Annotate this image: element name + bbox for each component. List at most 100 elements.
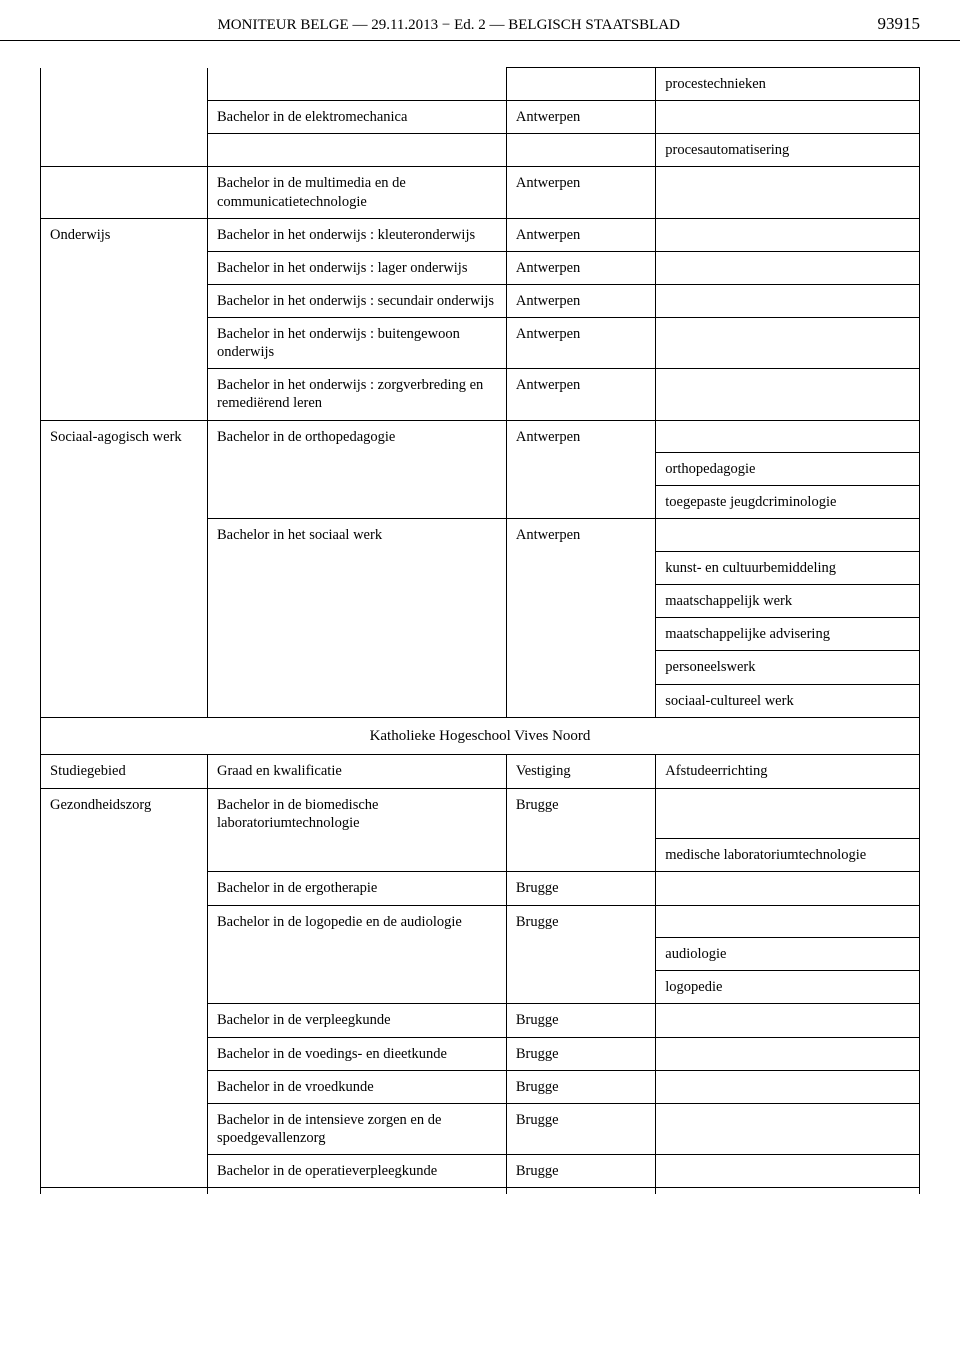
table-cell — [208, 552, 507, 585]
table-cell: maatschappelijke advisering — [656, 618, 920, 651]
table-cell: Brugge — [506, 788, 655, 839]
table2-body: GezondheidszorgBachelor in de biomedisch… — [41, 788, 920, 1188]
table-cell — [41, 552, 208, 585]
table-cell — [208, 453, 507, 486]
table-row: medische laboratoriumtechnologie — [41, 839, 920, 872]
table-cell — [208, 839, 507, 872]
table-cell — [208, 938, 507, 971]
table-cell: Brugge — [506, 1155, 655, 1188]
table-cell — [506, 618, 655, 651]
table-row: Sociaal-agogisch werkBachelor in de orth… — [41, 420, 920, 453]
content-area: procestechniekenBachelor in de elektrome… — [0, 41, 960, 1214]
table-cell — [656, 1103, 920, 1154]
table-cell — [41, 938, 208, 971]
table-row: Bachelor in de ergotherapieBrugge — [41, 872, 920, 905]
table-cell — [41, 369, 208, 420]
section-title-body: Katholieke Hogeschool Vives Noord — [41, 717, 920, 755]
table-cell — [506, 839, 655, 872]
table-cell: Brugge — [506, 1070, 655, 1103]
table-cell — [41, 585, 208, 618]
table-row: Bachelor in het onderwijs : lager onderw… — [41, 251, 920, 284]
table-row: Bachelor in de voedings- en dieetkundeBr… — [41, 1037, 920, 1070]
table-cell — [41, 134, 208, 167]
table-cell — [656, 1037, 920, 1070]
table-row: kunst- en cultuurbemiddeling — [41, 552, 920, 585]
table1-body: procestechniekenBachelor in de elektrome… — [41, 68, 920, 718]
table-cell — [656, 519, 920, 552]
table-row: logopedie — [41, 971, 920, 1004]
table-cell: medische laboratoriumtechnologie — [656, 839, 920, 872]
col-header-vestiging: Vestiging — [506, 755, 655, 788]
table-row: Bachelor in het sociaal werkAntwerpen — [41, 519, 920, 552]
table-cell — [656, 167, 920, 218]
table-cell: Bachelor in de multimedia en de communic… — [208, 167, 507, 218]
table-cell — [208, 585, 507, 618]
table-cell: toegepaste jeugdcriminologie — [656, 486, 920, 519]
table-cell: Brugge — [506, 1037, 655, 1070]
table-cell — [656, 1070, 920, 1103]
table-cell — [208, 68, 507, 101]
table-cell: Bachelor in het onderwijs : zorgverbredi… — [208, 369, 507, 420]
table-row: procesautomatisering — [41, 134, 920, 167]
table-cell — [506, 971, 655, 1004]
table-cell: Bachelor in de voedings- en dieetkunde — [208, 1037, 507, 1070]
table-row: orthopedagogie — [41, 453, 920, 486]
table-cell — [41, 872, 208, 905]
table-cell: maatschappelijk werk — [656, 585, 920, 618]
table-row: Bachelor in het onderwijs : buitengewoon… — [41, 318, 920, 369]
table-cell: Bachelor in de intensieve zorgen en de s… — [208, 1103, 507, 1154]
table-cell: orthopedagogie — [656, 453, 920, 486]
table-cell: Antwerpen — [506, 420, 655, 453]
table-stub-body — [41, 1188, 920, 1194]
table-cell: Brugge — [506, 905, 655, 938]
table-row: Bachelor in het onderwijs : secundair on… — [41, 284, 920, 317]
table-cell — [41, 453, 208, 486]
table-cell: Bachelor in het onderwijs : lager onderw… — [208, 251, 507, 284]
table-cell: Antwerpen — [506, 369, 655, 420]
table-cell: Sociaal-agogisch werk — [41, 420, 208, 453]
table-cell — [41, 318, 208, 369]
table-cell — [656, 251, 920, 284]
table-cell: Bachelor in het onderwijs : buitengewoon… — [208, 318, 507, 369]
table-cell — [41, 1037, 208, 1070]
table-cell — [41, 1155, 208, 1188]
table-cell — [506, 684, 655, 717]
table-cell — [656, 1004, 920, 1037]
stub-cell — [208, 1188, 507, 1194]
page: MONITEUR BELGE — 29.11.2013 − Ed. 2 — BE… — [0, 0, 960, 1214]
table-row: GezondheidszorgBachelor in de biomedisch… — [41, 788, 920, 839]
table-cell — [656, 101, 920, 134]
table-row: toegepaste jeugdcriminologie — [41, 486, 920, 519]
table-row: Bachelor in de verpleegkundeBrugge — [41, 1004, 920, 1037]
table-cell: personeelswerk — [656, 651, 920, 684]
table-cell — [41, 651, 208, 684]
table-cell: Antwerpen — [506, 284, 655, 317]
table-cell — [506, 585, 655, 618]
table-cell: Brugge — [506, 872, 655, 905]
table-cell: Bachelor in het onderwijs : kleuteronder… — [208, 218, 507, 251]
table-cell — [656, 318, 920, 369]
col-header-graad: Graad en kwalificatie — [208, 755, 507, 788]
table-cell — [506, 486, 655, 519]
table-cell — [41, 167, 208, 218]
table-cell — [506, 134, 655, 167]
table-cell — [506, 68, 655, 101]
table-cell: Bachelor in de orthopedagogie — [208, 420, 507, 453]
table-row: maatschappelijke advisering — [41, 618, 920, 651]
table-cell: Bachelor in de logopedie en de audiologi… — [208, 905, 507, 938]
col-header-studiegebied: Studiegebied — [41, 755, 208, 788]
table-cell — [656, 872, 920, 905]
table-cell — [506, 552, 655, 585]
table-row: Bachelor in de vroedkundeBrugge — [41, 1070, 920, 1103]
table-cell — [41, 519, 208, 552]
table-cell — [656, 1155, 920, 1188]
table2-head: Studiegebied Graad en kwalificatie Vesti… — [41, 755, 920, 788]
table-cell: Gezondheidszorg — [41, 788, 208, 839]
table-row: Bachelor in de operatieverpleegkundeBrug… — [41, 1155, 920, 1188]
table-cell: procestechnieken — [656, 68, 920, 101]
table2-header-row: Studiegebied Graad en kwalificatie Vesti… — [41, 755, 920, 788]
table-cell — [41, 618, 208, 651]
table-cell: Bachelor in het sociaal werk — [208, 519, 507, 552]
table-cell: Antwerpen — [506, 218, 655, 251]
section-title-row: Katholieke Hogeschool Vives Noord — [41, 717, 920, 755]
